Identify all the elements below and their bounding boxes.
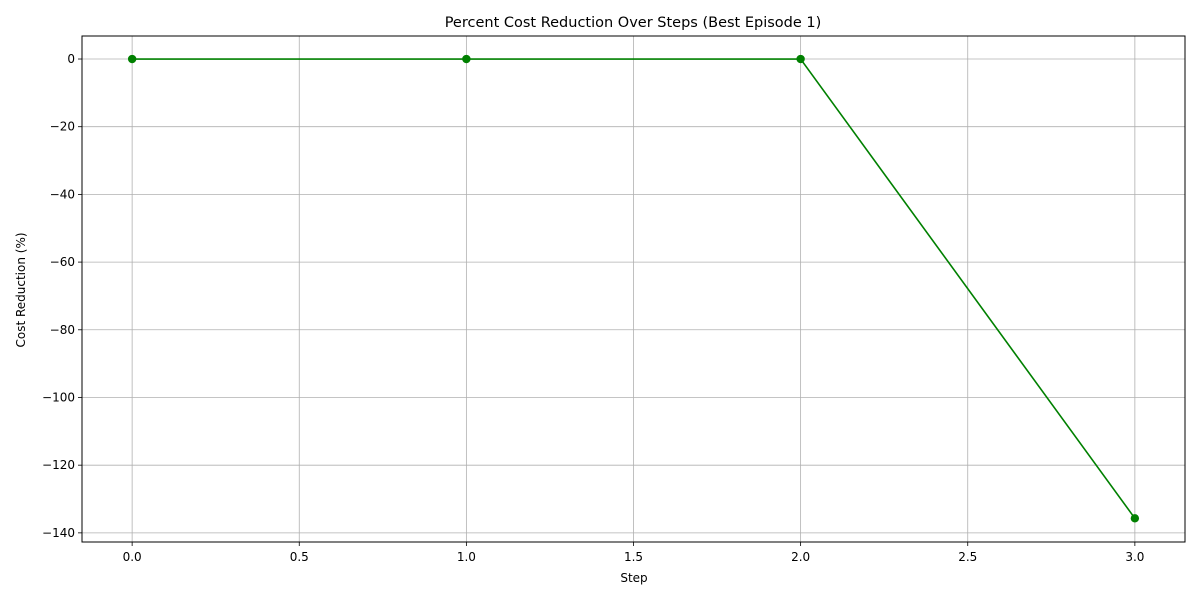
x-axis: 0.0 0.5 1.0 1.5 2.0 2.5 3.0 [123, 542, 1144, 564]
x-axis-label: Step [620, 571, 647, 585]
data-point [1130, 514, 1140, 523]
y-tick-label: −140 [42, 526, 75, 540]
data-point [462, 54, 471, 64]
y-tick-label: −100 [42, 390, 75, 404]
x-tick-label: 1.5 [624, 550, 643, 564]
x-tick-label: 0.5 [290, 550, 309, 564]
y-tick-label: −20 [50, 120, 75, 134]
y-tick-label: −60 [50, 255, 75, 269]
y-tick-label: −120 [42, 458, 75, 472]
x-tick-label: 2.0 [791, 550, 810, 564]
series-line [132, 58, 1136, 519]
y-axis: 0 −20 −40 −60 −80 −100 −120 −140 [42, 52, 82, 540]
x-tick-label: 0.0 [123, 550, 142, 564]
grid [82, 36, 1185, 542]
x-tick-label: 1.0 [457, 550, 476, 564]
series-layer [127, 54, 1140, 523]
y-tick-label: 0 [67, 52, 75, 66]
y-tick-label: −80 [50, 323, 75, 337]
chart-title: Percent Cost Reduction Over Steps (Best … [445, 15, 822, 31]
data-point [796, 54, 805, 64]
y-tick-label: −40 [50, 187, 75, 201]
x-tick-label: 2.5 [958, 550, 977, 564]
data-point [127, 54, 137, 64]
x-tick-label: 3.0 [1125, 550, 1144, 564]
y-axis-label: Cost Reduction (%) [14, 232, 28, 347]
